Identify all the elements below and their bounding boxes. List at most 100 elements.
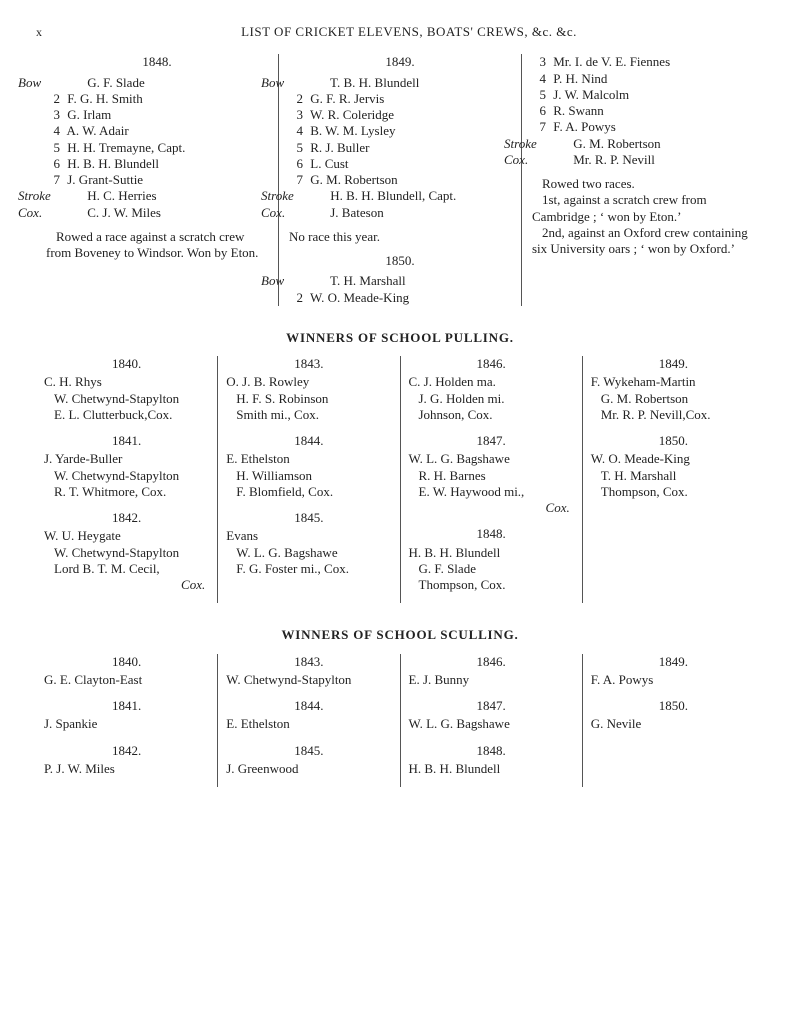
crew-name: G. F. Slade <box>87 75 144 90</box>
sculling-col-4: 1849.F. A. Powys1850.G. Nevile <box>582 654 764 788</box>
entry-year: 1849. <box>591 654 756 670</box>
boats-1850-notes: Rowed two races. 1st, against a scratch … <box>532 176 754 257</box>
winner-entry: 1842.P. J. W. Miles <box>44 743 209 778</box>
note-text: 2nd, against an Oxford crew containing s… <box>532 225 754 258</box>
winner-entry: 1849.F. Wykeham-MartinG. M. RobertsonMr.… <box>591 356 756 423</box>
crew-num: 2 <box>289 91 303 107</box>
entry-names: EvansW. L. G. BagshaweF. G. Foster mi., … <box>226 528 391 577</box>
entry-year: 1847. <box>409 698 574 714</box>
crew-row: Cox. C. J. W. Miles <box>46 205 268 221</box>
winner-name: E. W. Haywood mi., <box>409 484 574 500</box>
running-head: x LIST OF CRICKET ELEVENS, BOATS' CREWS,… <box>36 24 764 40</box>
sculling-block: 1840.G. E. Clayton-East 1841. J. Spankie 18… <box>36 654 764 788</box>
crew-name: L. Cust <box>310 156 348 171</box>
crew-name: A. W. Adair <box>67 123 129 138</box>
entry-year: 1841. <box>44 698 209 714</box>
winner-name: F. G. Foster mi., Cox. <box>226 561 391 577</box>
entry-names: G. Nevile <box>591 716 756 732</box>
crew-name: H. H. Tremayne, Capt. <box>67 140 185 155</box>
crew-name: G. M. Robertson <box>573 136 660 151</box>
winner-name: P. J. W. Miles <box>44 761 209 777</box>
sculling-col-3: 1846.E. J. Bunny1847.W. L. G. Bagshawe18… <box>400 654 582 788</box>
entry-year: 1850. <box>591 433 756 449</box>
crew-num: 5 <box>532 87 546 103</box>
winner-entry: 1847. W. L. G. Bagshawe <box>409 698 574 733</box>
winner-name: G. Nevile <box>591 716 756 732</box>
crew-name: J. Grant-Suttie <box>67 172 143 187</box>
pulling-col-3: 1846.C. J. Holden ma.J. G. Holden mi.Joh… <box>400 356 582 603</box>
winner-entry: 1843.O. J. B. RowleyH. F. S. RobinsonSmi… <box>226 356 391 423</box>
winner-name: Mr. R. P. Nevill,Cox. <box>591 407 756 423</box>
entry-year: 1848. <box>409 743 574 759</box>
entry-year: 1845. <box>226 510 391 526</box>
winner-name: W. L. G. Bagshawe <box>409 716 574 732</box>
crew-pos-cox: Cox. <box>289 205 327 221</box>
winner-name: J. Spankie <box>44 716 209 732</box>
crew-pos-bow: Bow <box>289 273 327 289</box>
winner-name: H. B. H. Blundell <box>409 545 574 561</box>
entry-names: H. B. H. Blundell <box>409 761 574 777</box>
entry-names: W. Chetwynd-Stapylton <box>226 672 391 688</box>
crew-row: 2 F. G. H. Smith <box>46 91 268 107</box>
crew-row: 3 Mr. I. de V. E. Fiennes <box>532 54 754 70</box>
winner-name: Smith mi., Cox. <box>226 407 391 423</box>
winner-entry: 1846.C. J. Holden ma.J. G. Holden mi.Joh… <box>409 356 574 423</box>
winner-name: F. A. Powys <box>591 672 756 688</box>
crew-row: 3 G. Irlam <box>46 107 268 123</box>
entry-names: W. L. G. Bagshawe <box>409 716 574 732</box>
entry-year: 1842. <box>44 510 209 526</box>
boats-col-1850: 3 Mr. I. de V. E. Fiennes 4 P. H. Nind 5… <box>521 54 764 306</box>
winner-name: Thompson, Cox. <box>409 577 574 593</box>
winner-name: F. Blomfield, Cox. <box>226 484 391 500</box>
crew-name: Mr. I. de V. E. Fiennes <box>553 54 670 69</box>
boats-crews-block: 1848. Bow G. F. Slade 2 F. G. H. Smith 3… <box>36 54 764 306</box>
entry-year: 1844. <box>226 698 391 714</box>
crew-pos-bow: Bow <box>289 75 327 91</box>
winner-name: W. L. G. Bagshawe <box>226 545 391 561</box>
winner-entry: 1841.J. Yarde-BullerW. Chetwynd-Stapylto… <box>44 433 209 500</box>
crew-name: H. B. H. Blundell, Capt. <box>330 188 456 203</box>
pulling-block: 1840.C. H. RhysW. Chetwynd-StapyltonE. L… <box>36 356 764 603</box>
boats-col-1848: 1848. Bow G. F. Slade 2 F. G. H. Smith 3… <box>36 54 278 306</box>
entry-year: 1848. <box>409 526 574 542</box>
winner-entry: 1846.E. J. Bunny <box>409 654 574 689</box>
crew-name: J. W. Malcolm <box>553 87 629 102</box>
year-1850: 1850. <box>289 253 511 269</box>
entry-year: 1845. <box>226 743 391 759</box>
pulling-heading: WINNERS OF SCHOOL PULLING. <box>36 330 764 346</box>
crew-num: 6 <box>46 156 60 172</box>
crew-row: Bow T. B. H. Blundell <box>289 75 511 91</box>
crew-row: Stroke G. M. Robertson <box>532 136 754 152</box>
winner-name: W. Chetwynd-Stapylton <box>226 672 391 688</box>
crew-row: Stroke H. C. Herries <box>46 188 268 204</box>
year-1849: 1849. <box>289 54 511 70</box>
running-title: LIST OF CRICKET ELEVENS, BOATS' CREWS, &… <box>54 24 764 40</box>
winner-name: H. B. H. Blundell <box>409 761 574 777</box>
sculling-heading: WINNERS OF SCHOOL SCULLING. <box>36 627 764 643</box>
winner-entry: 1842.W. U. HeygateW. Chetwynd-StapyltonL… <box>44 510 209 593</box>
entry-names: E. Ethelston <box>226 716 391 732</box>
winner-name: W. Chetwynd-Stapylton <box>44 391 209 407</box>
winner-name: W. Chetwynd-Stapylton <box>44 468 209 484</box>
entry-names: W. O. Meade-KingT. H. MarshallThompson, … <box>591 451 756 500</box>
crew-num: 7 <box>532 119 546 135</box>
winner-entry: 1840.G. E. Clayton-East <box>44 654 209 689</box>
crew-row: 6 H. B. H. Blundell <box>46 156 268 172</box>
winner-name: G. E. Clayton-East <box>44 672 209 688</box>
winner-entry: 1843.W. Chetwynd-Stapylton <box>226 654 391 689</box>
winner-name: Lord B. T. M. Cecil, <box>44 561 209 577</box>
crew-row: 4 P. H. Nind <box>532 71 754 87</box>
crew-row: 3 W. R. Coleridge <box>289 107 511 123</box>
winner-name: H. F. S. Robinson <box>226 391 391 407</box>
winner-name: H. Williamson <box>226 468 391 484</box>
note-text: 1st, against a scratch crew from Cambrid… <box>532 192 754 225</box>
entry-names: J. Spankie <box>44 716 209 732</box>
winner-entry: 1844. E. Ethelston <box>226 698 391 733</box>
winner-name: E. L. Clutterbuck,Cox. <box>44 407 209 423</box>
crew-num: 4 <box>532 71 546 87</box>
crew-num: 2 <box>46 91 60 107</box>
entry-names: J. Greenwood <box>226 761 391 777</box>
winner-name: W. U. Heygate <box>44 528 209 544</box>
winner-name: C. J. Holden ma. <box>409 374 574 390</box>
entry-year: 1840. <box>44 356 209 372</box>
